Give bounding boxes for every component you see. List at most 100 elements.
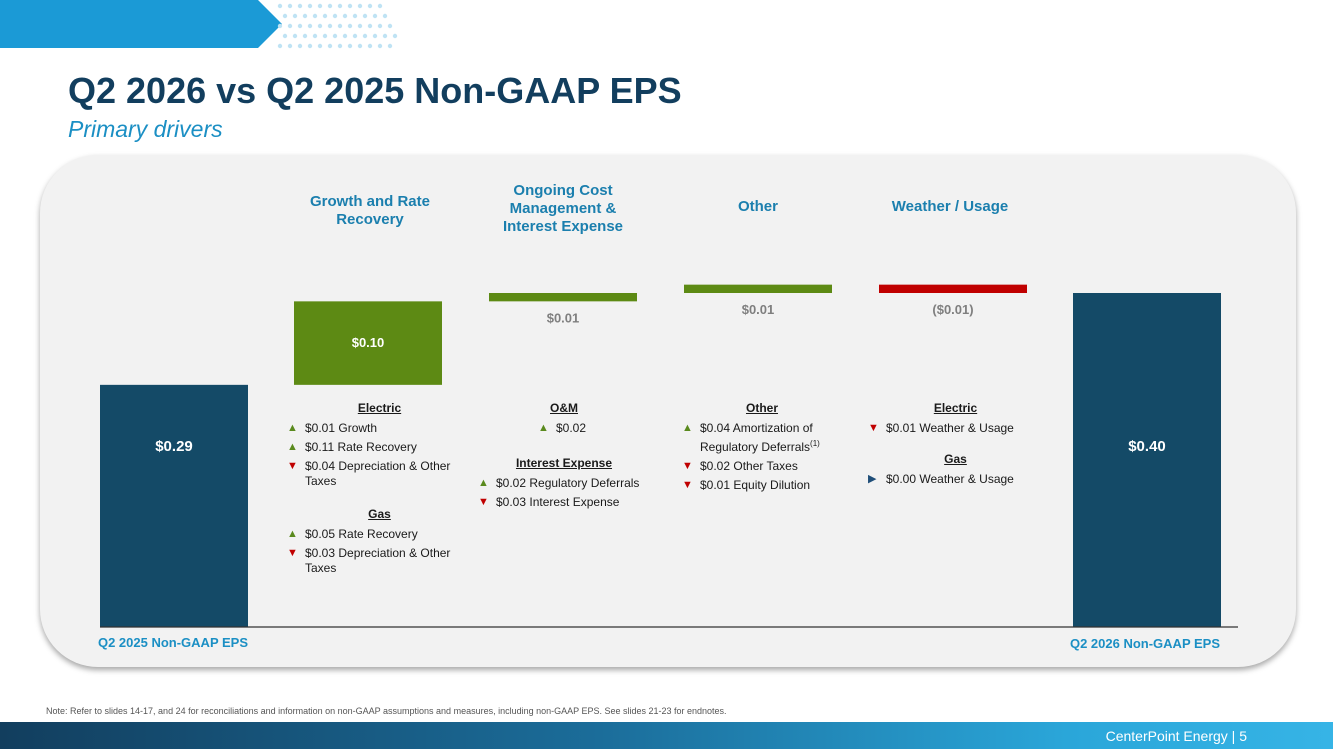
dot-pattern-decoration [277,3,398,49]
driver-item-text: $0.03 Depreciation & Other Taxes [305,546,451,575]
driver-item: ▼ $0.01 Weather & Usage [868,421,1043,436]
waterfall-bar [294,301,442,385]
down-arrow-icon: ▼ [868,422,879,434]
decoration-dot [317,23,323,29]
decoration-dot [387,23,393,29]
down-arrow-icon: ▼ [287,460,298,472]
page-subtitle: Primary drivers [68,116,223,142]
decoration-dot [327,23,333,29]
driver-item: ▲ $0.11 Rate Recovery [287,440,472,455]
down-arrow-icon: ▼ [682,460,693,472]
decoration-dot [357,23,363,29]
driver-item: ▼ $0.04 Depreciation & Other Taxes [287,459,472,489]
driver-item-text: $0.05 Rate Recovery [305,527,418,541]
decoration-dot [362,13,368,19]
decoration-dot [347,43,353,49]
decoration-dot [367,3,373,9]
decoration-dot [367,23,373,29]
decoration-dot [382,33,388,39]
footer-company-page: CenterPoint Energy | 5 [1105,728,1247,744]
decoration-dot [362,33,368,39]
decoration-dot [337,43,343,49]
decoration-dot [307,23,313,29]
decoration-dot [337,23,343,29]
down-arrow-icon: ▼ [682,479,693,491]
decoration-dot [292,33,298,39]
decoration-dot [352,13,358,19]
decoration-dot [287,43,293,49]
driver-item: ▲ $0.04 Amortization of Regulatory Defer… [682,421,842,455]
driver-group-cost: O&M ▲ $0.02 Interest Expense ▲ $0.02 Regul… [478,401,650,514]
decoration-dot [332,33,338,39]
data-label: $0.40 [1128,438,1166,455]
decoration-dot [357,43,363,49]
decoration-dot [297,23,303,29]
waterfall-bar [100,384,248,627]
data-label: ($0.01) [932,302,973,317]
driver-item: ▲ $0.01 Growth [287,421,472,436]
driver-item-text: $0.02 [556,421,587,435]
decoration-dot [382,13,388,19]
driver-item: ▼ $0.02 Other Taxes [682,459,842,474]
waterfall-bar [879,284,1027,293]
decoration-dot [277,23,283,29]
driver-item: ▲ $0.02 [538,421,650,436]
driver-item: ▼ $0.01 Equity Dilution [682,478,842,493]
driver-list: ▼ $0.02 Other Taxes ▼ $0.01 Equity Dilution [682,459,842,493]
driver-list: ▶ $0.00 Weather & Usage [868,472,1043,487]
footnote-marker: (1) [810,439,820,448]
driver-item: ▲ $0.05 Rate Recovery [287,527,472,542]
decoration-dot [282,33,288,39]
decoration-dot [287,23,293,29]
driver-item-text: $0.11 Rate Recovery [305,440,417,454]
x-axis-label-start: Q2 2025 Non-GAAP EPS [97,635,249,650]
decoration-dot [342,13,348,19]
data-label: $0.01 [742,302,775,317]
decoration-dot [307,3,313,9]
driver-list: ▲ $0.02 [478,421,650,436]
decoration-dot [342,33,348,39]
top-banner [0,0,282,48]
decoration-dot [372,13,378,19]
category-header-cost: Ongoing Cost Management & Interest Expen… [502,182,624,235]
driver-heading: Other [745,401,778,415]
decoration-dot [327,43,333,49]
driver-item-text: $0.01 Growth [305,421,378,435]
decoration-dot [367,43,373,49]
down-arrow-icon: ▼ [287,547,298,559]
driver-group-growth: Electric ▲ $0.01 Growth ▲ $0.11 Rate Recove… [287,401,472,580]
data-label: $0.10 [352,335,385,350]
footnote-text: Note: Refer to slides 14-17, and 24 for … [46,706,727,716]
decoration-dot [292,13,298,19]
decoration-dot [277,3,283,9]
driver-list: ▲ $0.02 Regulatory Deferrals ▼ $0.03 Intere… [478,476,650,510]
decoration-dot [327,3,333,9]
up-arrow-icon: ▲ [287,422,298,434]
decoration-dot [302,33,308,39]
waterfall-bar [489,293,637,302]
driver-group-weather: Electric ▼ $0.01 Weather & Usage Gas ▶ $0.… [868,401,1043,491]
decoration-dot [387,43,393,49]
decoration-dot [357,3,363,9]
decoration-dot [287,3,293,9]
driver-list: ▲ $0.05 Rate Recovery ▼ $0.03 Depreciation … [287,527,472,576]
driver-item: ▼ $0.03 Interest Expense [478,495,650,510]
x-axis-label-end: Q2 2026 Non-GAAP EPS [1069,636,1221,651]
category-header-growth: Growth and Rate Recovery [309,193,430,228]
down-arrow-icon: ▼ [478,496,489,508]
decoration-dot [372,33,378,39]
driver-heading: Electric [357,401,402,415]
driver-heading: O&M [550,401,578,415]
decoration-dot [302,13,308,19]
decoration-dot [282,13,288,19]
driver-heading: Electric [933,401,978,415]
up-arrow-icon: ▲ [287,528,298,540]
decoration-dot [377,43,383,49]
up-arrow-icon: ▲ [538,422,549,434]
decoration-dot [277,43,283,49]
driver-list: ▲ $0.01 Growth ▲ $0.11 Rate Recovery ▼ $0.04 … [287,421,472,489]
decoration-dot [392,33,398,39]
category-header-other: Other [737,198,778,215]
driver-item-text: $0.01 Weather & Usage [886,421,1014,435]
